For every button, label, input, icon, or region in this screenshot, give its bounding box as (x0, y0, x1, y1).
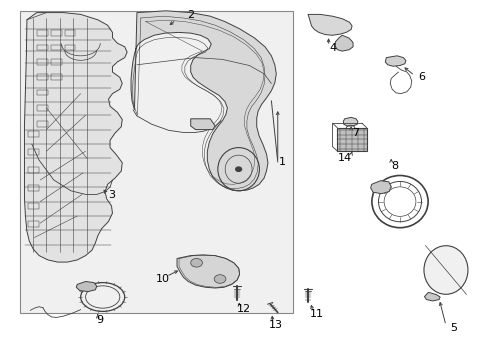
Text: 3: 3 (108, 190, 115, 200)
Circle shape (190, 258, 202, 267)
Polygon shape (177, 255, 239, 288)
Text: 1: 1 (279, 157, 285, 167)
Text: 8: 8 (391, 161, 398, 171)
Bar (51, 45, 62, 50)
Bar (28, 131, 39, 137)
Bar (51, 30, 62, 36)
Bar (337, 128, 366, 151)
Circle shape (214, 275, 225, 283)
Polygon shape (190, 119, 215, 130)
Text: 2: 2 (187, 10, 194, 20)
Bar (28, 221, 39, 227)
Bar (28, 203, 39, 209)
Polygon shape (334, 35, 352, 51)
Text: 9: 9 (97, 315, 103, 325)
Bar (28, 149, 39, 155)
Bar (51, 74, 62, 80)
Text: 10: 10 (155, 274, 169, 284)
Bar (64, 30, 75, 36)
Bar (37, 105, 48, 111)
Bar (37, 90, 48, 95)
Text: 4: 4 (328, 42, 335, 53)
Polygon shape (424, 292, 439, 301)
Text: 12: 12 (236, 304, 250, 314)
Bar (37, 45, 48, 50)
Ellipse shape (423, 246, 467, 294)
Text: 7: 7 (352, 128, 359, 138)
Text: 5: 5 (449, 323, 456, 333)
Polygon shape (131, 11, 276, 191)
Circle shape (235, 167, 241, 171)
Bar (37, 30, 48, 36)
Bar (28, 185, 39, 191)
Polygon shape (385, 56, 405, 66)
Text: 6: 6 (417, 72, 424, 82)
Bar (37, 121, 48, 127)
Polygon shape (343, 117, 357, 126)
Polygon shape (370, 181, 390, 194)
Bar (37, 59, 48, 65)
Bar (28, 167, 39, 173)
Text: 11: 11 (309, 309, 323, 319)
Bar (64, 45, 75, 50)
Text: 13: 13 (269, 320, 283, 330)
Polygon shape (76, 282, 97, 292)
Polygon shape (24, 13, 127, 262)
FancyBboxPatch shape (20, 11, 293, 313)
Polygon shape (307, 14, 351, 35)
Text: 14: 14 (338, 153, 351, 163)
Bar (37, 74, 48, 80)
Bar (51, 59, 62, 65)
